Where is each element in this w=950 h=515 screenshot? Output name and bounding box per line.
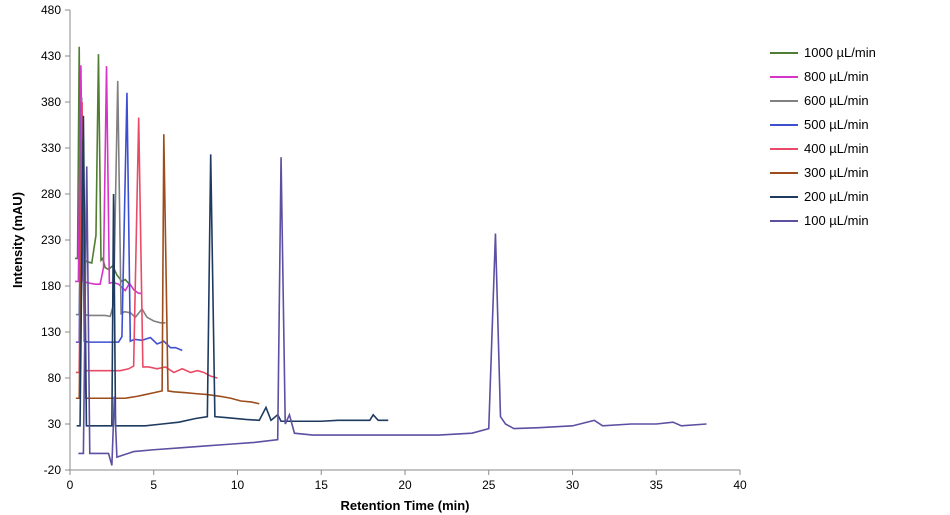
x-tick-label: 10 bbox=[231, 478, 245, 492]
legend-item: 100 µL/min bbox=[770, 213, 876, 228]
y-tick-label: -20 bbox=[44, 463, 62, 477]
legend-label: 500 µL/min bbox=[804, 117, 869, 132]
legend-label: 1000 µL/min bbox=[804, 45, 876, 60]
x-tick-label: 35 bbox=[650, 478, 664, 492]
legend-dash bbox=[770, 52, 798, 54]
legend-item: 400 µL/min bbox=[770, 141, 876, 156]
x-tick-label: 0 bbox=[67, 478, 74, 492]
x-tick-label: 15 bbox=[315, 478, 329, 492]
series-line bbox=[76, 81, 166, 323]
legend-item: 800 µL/min bbox=[770, 69, 876, 84]
legend-item: 1000 µL/min bbox=[770, 45, 876, 60]
legend-dash bbox=[770, 76, 798, 78]
y-tick-label: 230 bbox=[41, 233, 61, 247]
legend-dash bbox=[770, 172, 798, 174]
legend-label: 200 µL/min bbox=[804, 189, 869, 204]
legend-label: 300 µL/min bbox=[804, 165, 869, 180]
y-tick-label: 280 bbox=[41, 187, 61, 201]
x-tick-label: 40 bbox=[733, 478, 747, 492]
legend-item: 200 µL/min bbox=[770, 189, 876, 204]
y-tick-label: 330 bbox=[41, 141, 61, 155]
y-tick-label: 430 bbox=[41, 49, 61, 63]
x-tick-label: 5 bbox=[150, 478, 157, 492]
legend-label: 600 µL/min bbox=[804, 93, 869, 108]
legend-dash bbox=[770, 148, 798, 150]
x-tick-label: 20 bbox=[398, 478, 412, 492]
legend-dash bbox=[770, 220, 798, 222]
series-line bbox=[78, 157, 706, 465]
x-axis-title: Retention Time (min) bbox=[340, 498, 469, 513]
legend-dash bbox=[770, 196, 798, 198]
legend-label: 400 µL/min bbox=[804, 141, 869, 156]
legend-item: 300 µL/min bbox=[770, 165, 876, 180]
y-tick-label: 380 bbox=[41, 95, 61, 109]
legend: 1000 µL/min 800 µL/min 600 µL/min 500 µL/mi… bbox=[770, 45, 876, 237]
legend-item: 600 µL/min bbox=[770, 93, 876, 108]
y-tick-label: 480 bbox=[41, 3, 61, 17]
y-tick-label: 80 bbox=[48, 371, 62, 385]
legend-label: 800 µL/min bbox=[804, 69, 869, 84]
legend-label: 100 µL/min bbox=[804, 213, 869, 228]
chromatogram-chart: 0 5 10 15 20 25 30 35 40 -20 30 80 130 180 230 280 330 38… bbox=[0, 0, 950, 515]
legend-item: 500 µL/min bbox=[770, 117, 876, 132]
y-tick-label: 130 bbox=[41, 325, 61, 339]
y-tick-label: 180 bbox=[41, 279, 61, 293]
legend-dash bbox=[770, 100, 798, 102]
legend-dash bbox=[770, 124, 798, 126]
x-tick-label: 30 bbox=[566, 478, 580, 492]
y-axis-title: Intensity (mAU) bbox=[10, 192, 25, 288]
y-tick-label: 30 bbox=[48, 417, 62, 431]
x-tick-label: 25 bbox=[482, 478, 496, 492]
